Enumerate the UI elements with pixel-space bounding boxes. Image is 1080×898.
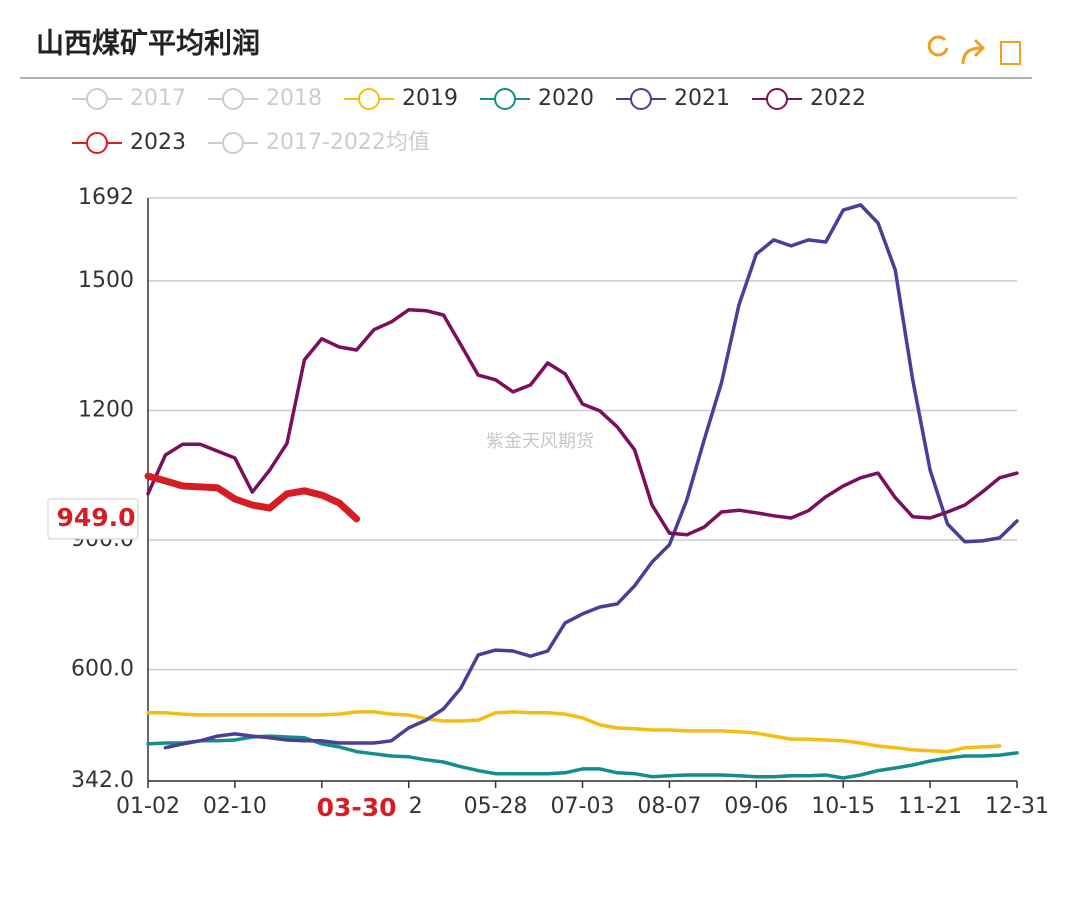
- series-line: [146, 734, 1019, 780]
- share-icon[interactable]: [961, 38, 986, 65]
- legend-label: 2020: [538, 86, 594, 111]
- legend-label: 2023: [130, 130, 186, 155]
- save-icon[interactable]: [1000, 41, 1021, 65]
- legend-marker: [494, 88, 516, 110]
- legend-label: 2021: [674, 86, 730, 111]
- legend-marker: [630, 88, 652, 110]
- x-tick-label: 07-03: [551, 794, 615, 819]
- legend-item[interactable]: 2017-2022均值: [208, 130, 430, 155]
- legend-marker: [766, 88, 788, 110]
- y-tick-label: 1500: [78, 268, 134, 293]
- y-tick-label: 1200: [78, 397, 134, 422]
- pointer-x-box: [306, 789, 407, 829]
- legend-label: 2018: [266, 86, 322, 111]
- x-tick-label: 08-07: [637, 794, 701, 819]
- x-tick-label: 12-31: [985, 794, 1049, 819]
- restore-icon[interactable]: [927, 35, 949, 57]
- legend-item[interactable]: 2020: [480, 86, 594, 111]
- legend-marker: [222, 132, 244, 154]
- chart-title: 山西煤矿平均利润: [36, 27, 260, 60]
- series-line: [163, 203, 1019, 750]
- y-tick-label: 342.0: [71, 768, 134, 793]
- pointer-x-label: 03-30: [317, 793, 397, 822]
- y-tick-label: 1692: [78, 185, 134, 210]
- series-line: [144, 472, 361, 523]
- legend-item[interactable]: 2023: [72, 130, 186, 155]
- x-tick-label: 02-10: [203, 794, 267, 819]
- legend-label: 2017-2022均值: [266, 130, 430, 155]
- series-line: [146, 710, 1002, 754]
- legend-label: 2022: [810, 86, 866, 111]
- legend-item[interactable]: 2017: [72, 86, 186, 111]
- pointer-y-box: [47, 498, 139, 540]
- x-tick-label: 09-06: [724, 794, 788, 819]
- x-tick-label: 01-02: [116, 794, 180, 819]
- legend-marker: [86, 132, 108, 154]
- legend-item[interactable]: 2021: [616, 86, 730, 111]
- legend-label: 2019: [402, 86, 458, 111]
- legend-item[interactable]: 2019: [344, 86, 458, 111]
- x-tick-label: 11-21: [898, 794, 962, 819]
- legend-item[interactable]: 2018: [208, 86, 322, 111]
- pointer-y-label: 949.0: [56, 503, 135, 532]
- legend-marker: [86, 88, 108, 110]
- legend-marker: [222, 88, 244, 110]
- legend-item[interactable]: 2022: [752, 86, 866, 111]
- watermark: 紫金天风期货: [486, 431, 594, 452]
- legend-label: 2017: [130, 86, 186, 111]
- y-tick-label: 600.0: [71, 657, 134, 682]
- legend-marker: [358, 88, 380, 110]
- x-tick-label: 05-28: [464, 794, 528, 819]
- x-tick-label: 10-15: [811, 794, 875, 819]
- toolbox[interactable]: [927, 35, 1021, 65]
- series-line: [146, 308, 1019, 537]
